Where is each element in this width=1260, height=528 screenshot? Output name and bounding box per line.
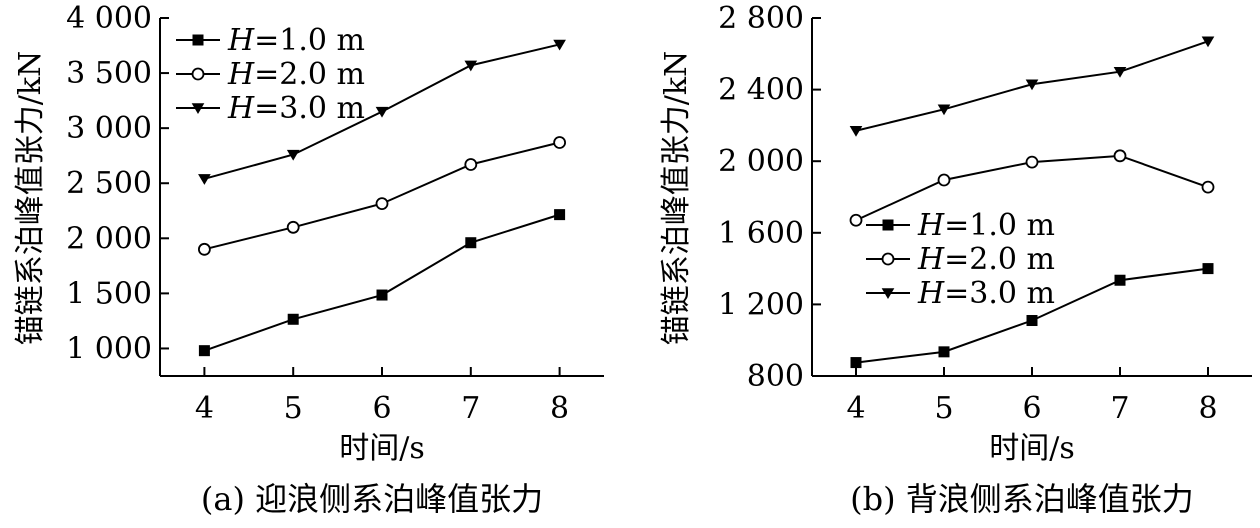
series-2: [849, 149, 1215, 227]
legend-marker: [881, 288, 895, 300]
legend-item: H=1.0 m: [866, 208, 1055, 243]
legend-item: H=3.0 m: [866, 276, 1055, 311]
legend-label: H=3.0 m: [917, 276, 1055, 311]
y-tick-label: 2 500: [66, 166, 152, 201]
series-line: [204, 141, 560, 251]
y-tick-label: 3 000: [66, 111, 152, 146]
data-point: [286, 220, 300, 234]
data-point: [375, 106, 389, 118]
data-point: [849, 126, 863, 137]
data-point: [937, 173, 951, 187]
y-tick-label: 4 000: [66, 1, 152, 36]
x-axis-title: 时间/s: [989, 431, 1075, 466]
data-point: [553, 136, 566, 149]
data-point: [850, 357, 862, 369]
x-tick-label: 8: [550, 391, 569, 426]
data-point: [286, 149, 300, 161]
series-1: [198, 209, 566, 357]
legend-marker: [191, 103, 205, 115]
data-point: [1201, 180, 1215, 194]
y-axis-title: 锚链系泊峰值张力/kN: [13, 51, 48, 346]
legend-item: H=1.0 m: [176, 23, 365, 58]
data-point: [1025, 155, 1039, 169]
legend-item: H=2.0 m: [176, 57, 365, 92]
legend-label: H=1.0 m: [227, 23, 365, 58]
legend-marker: [882, 219, 894, 231]
y-tick-label: 2 800: [718, 1, 804, 36]
data-point: [1113, 66, 1127, 78]
y-tick-label: 800: [747, 359, 804, 394]
y-axis-title: 锚链系泊峰值张力/kN: [659, 51, 694, 346]
data-point: [1202, 263, 1214, 275]
series-3: [849, 36, 1215, 137]
legend: H=1.0 mH=2.0 mH=3.0 m: [866, 208, 1055, 311]
x-tick-label: 8: [1198, 391, 1217, 426]
data-point: [375, 197, 389, 211]
x-tick-label: 4: [846, 391, 865, 426]
x-tick-label: 5: [934, 391, 953, 426]
panel-caption: (a) 迎浪侧系泊峰值张力: [201, 480, 543, 518]
x-tick-label: 6: [372, 391, 391, 426]
chart-panel-b: 800 1 200 1 600 2 000 2 400 2 800 4 5 6 7 8 时间/s 锚链系…: [659, 1, 1252, 518]
legend-label: H=3.0 m: [227, 91, 365, 126]
data-point: [464, 158, 478, 171]
data-point: [198, 345, 210, 357]
x-tick-label: 7: [1110, 391, 1129, 426]
y-tick-label: 2 400: [718, 73, 804, 108]
data-point: [1201, 36, 1215, 48]
series-1: [850, 263, 1214, 369]
legend-marker: [192, 34, 204, 46]
data-point: [198, 174, 211, 185]
series-2: [197, 136, 566, 256]
x-axis-title: 时间/s: [339, 431, 425, 466]
y-tick-label: 1 600: [718, 216, 804, 251]
data-point: [464, 60, 478, 72]
y-tick-label: 2 000: [66, 221, 152, 256]
data-point: [1114, 274, 1126, 286]
y-tick-label: 2 000: [718, 144, 804, 179]
legend-item: H=3.0 m: [176, 91, 365, 126]
data-point: [287, 313, 299, 325]
data-point: [938, 346, 950, 358]
x-tick-label: 5: [284, 391, 303, 426]
data-point: [376, 289, 388, 301]
data-point: [1113, 149, 1127, 163]
series-line: [204, 213, 560, 352]
x-tick-label: 6: [1022, 391, 1041, 426]
legend-label: H=2.0 m: [917, 242, 1055, 277]
chart-panel-a: 1 000 1 500 2 000 2 500 3 000 3 500 4 000 4 5 6 7 8…: [13, 1, 604, 518]
legend-marker: [881, 252, 895, 266]
y-tick-label: 1 200: [718, 287, 804, 322]
legend: H=1.0 mH=2.0 mH=3.0 m: [176, 23, 365, 126]
legend-label: H=2.0 m: [227, 57, 365, 92]
panel-caption: (b) 背浪侧系泊峰值张力: [850, 480, 1194, 518]
data-point: [937, 104, 951, 116]
x-tick-label: 4: [195, 391, 214, 426]
data-point: [849, 213, 863, 227]
data-point: [554, 209, 566, 221]
data-point: [553, 39, 566, 51]
legend-marker: [191, 67, 205, 81]
legend-item: H=2.0 m: [866, 242, 1055, 277]
data-point: [1025, 79, 1039, 91]
y-tick-label: 1 500: [66, 276, 152, 311]
x-tick-label: 7: [461, 391, 480, 426]
data-point: [465, 237, 477, 249]
data-point: [1026, 315, 1038, 327]
y-tick-label: 1 000: [66, 331, 152, 366]
y-tick-label: 3 500: [66, 56, 152, 91]
legend-label: H=1.0 m: [917, 208, 1055, 243]
data-point: [197, 242, 211, 256]
series-3: [198, 39, 566, 185]
